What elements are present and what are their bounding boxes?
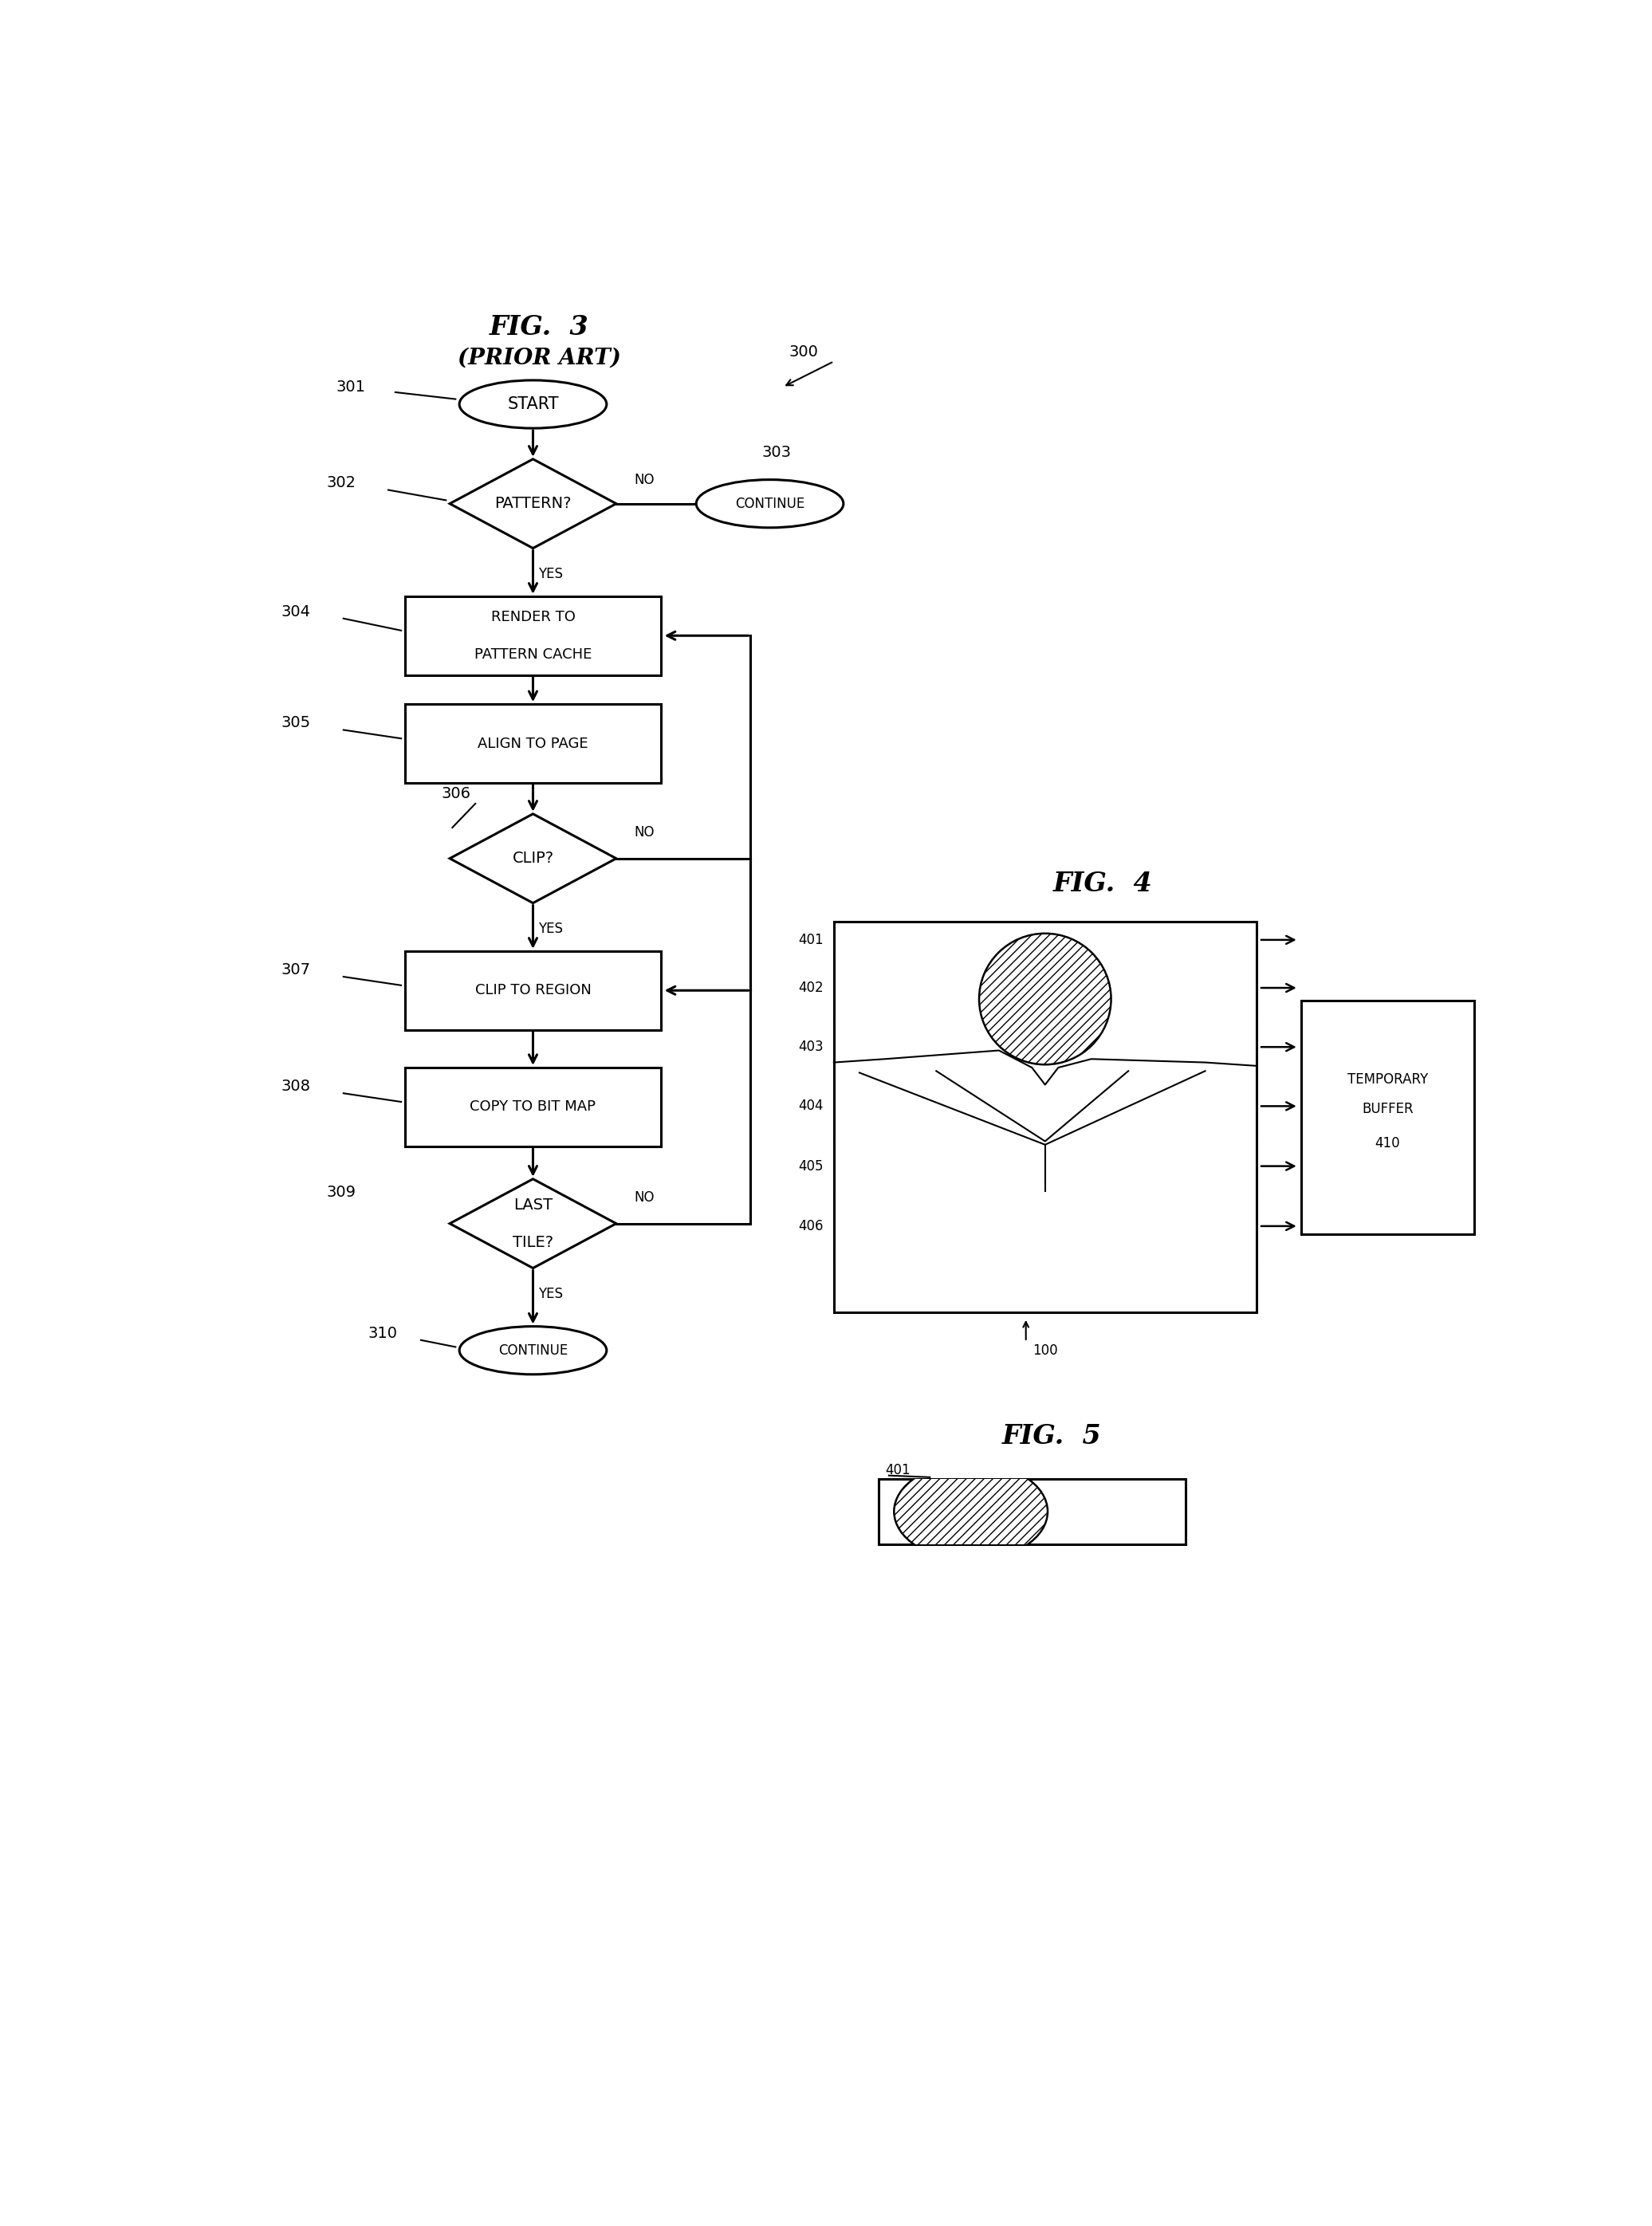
Bar bbox=[405, 703, 661, 784]
Text: 410: 410 bbox=[1374, 1135, 1401, 1151]
Text: 402: 402 bbox=[798, 982, 824, 995]
Text: CONTINUE: CONTINUE bbox=[499, 1342, 568, 1358]
Text: NO: NO bbox=[634, 1191, 654, 1204]
Text: 403: 403 bbox=[798, 1040, 824, 1055]
Text: TEMPORARY: TEMPORARY bbox=[1348, 1073, 1427, 1086]
Ellipse shape bbox=[459, 1327, 606, 1373]
Text: 100: 100 bbox=[1032, 1342, 1057, 1358]
Text: 401: 401 bbox=[885, 1462, 910, 1478]
Text: 401: 401 bbox=[798, 933, 824, 946]
Text: FIG.  3: FIG. 3 bbox=[489, 314, 590, 341]
Text: 306: 306 bbox=[441, 786, 471, 801]
Bar bbox=[405, 1068, 661, 1146]
Text: CLIP TO REGION: CLIP TO REGION bbox=[474, 984, 591, 997]
Text: PATTERN?: PATTERN? bbox=[494, 496, 572, 512]
Bar bbox=[879, 1478, 1186, 1545]
Text: 308: 308 bbox=[281, 1080, 311, 1093]
Bar bbox=[405, 597, 661, 674]
Ellipse shape bbox=[695, 479, 844, 528]
Text: START: START bbox=[507, 396, 558, 412]
Text: 301: 301 bbox=[335, 378, 365, 394]
Text: LAST: LAST bbox=[514, 1198, 552, 1213]
Text: 309: 309 bbox=[325, 1184, 355, 1200]
Text: 300: 300 bbox=[790, 345, 818, 358]
Text: YES: YES bbox=[539, 922, 563, 935]
Bar bbox=[405, 951, 661, 1031]
Text: CLIP?: CLIP? bbox=[512, 850, 553, 866]
Text: (PRIOR ART): (PRIOR ART) bbox=[458, 347, 621, 370]
Text: COPY TO BIT MAP: COPY TO BIT MAP bbox=[469, 1100, 596, 1115]
Bar bbox=[1302, 1002, 1474, 1233]
Text: YES: YES bbox=[539, 1287, 563, 1300]
Text: NO: NO bbox=[634, 472, 654, 487]
Text: ALIGN TO PAGE: ALIGN TO PAGE bbox=[477, 737, 588, 750]
Text: 310: 310 bbox=[368, 1327, 396, 1340]
Text: 302: 302 bbox=[325, 476, 355, 490]
Ellipse shape bbox=[894, 1462, 1047, 1560]
Text: 307: 307 bbox=[281, 962, 311, 977]
Polygon shape bbox=[449, 815, 616, 904]
Text: NO: NO bbox=[634, 826, 654, 839]
Text: 303: 303 bbox=[762, 445, 791, 461]
Text: 406: 406 bbox=[798, 1220, 824, 1233]
Ellipse shape bbox=[980, 933, 1112, 1064]
Text: 405: 405 bbox=[798, 1160, 824, 1173]
Text: 305: 305 bbox=[281, 715, 311, 730]
Bar bbox=[834, 922, 1257, 1313]
Polygon shape bbox=[449, 1180, 616, 1269]
Text: RENDER TO: RENDER TO bbox=[491, 610, 575, 623]
Text: BUFFER: BUFFER bbox=[1361, 1102, 1414, 1115]
Text: FIG.  5: FIG. 5 bbox=[1001, 1422, 1102, 1449]
Ellipse shape bbox=[459, 381, 606, 427]
Text: YES: YES bbox=[539, 568, 563, 581]
Text: 404: 404 bbox=[798, 1100, 824, 1113]
Text: PATTERN CACHE: PATTERN CACHE bbox=[474, 648, 591, 661]
Text: CONTINUE: CONTINUE bbox=[735, 496, 805, 510]
Polygon shape bbox=[449, 459, 616, 548]
Text: TILE?: TILE? bbox=[512, 1235, 553, 1251]
Text: 304: 304 bbox=[281, 603, 311, 619]
Text: FIG.  4: FIG. 4 bbox=[1052, 870, 1153, 897]
